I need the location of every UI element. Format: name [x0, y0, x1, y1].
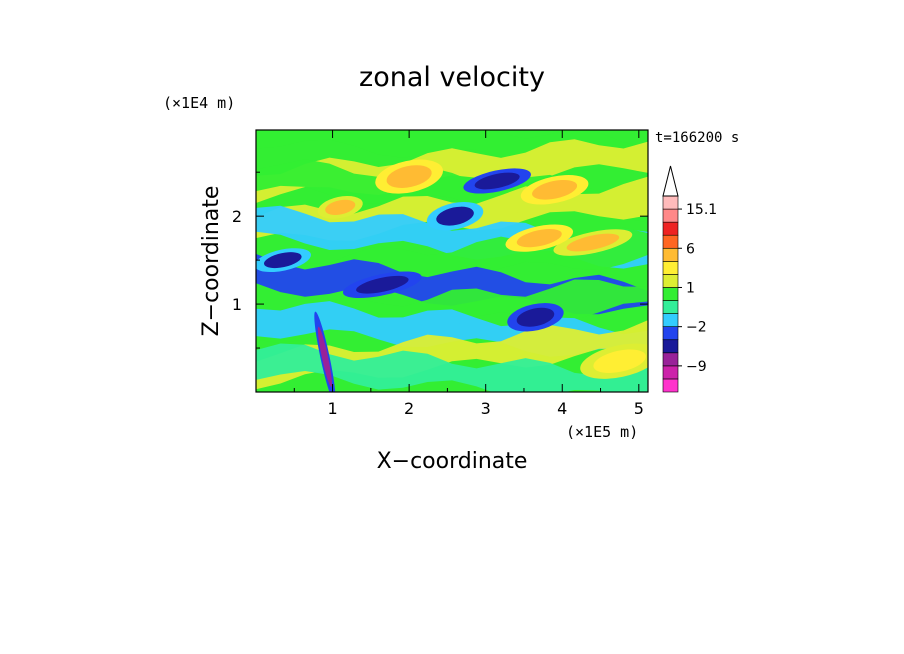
contour-field	[256, 130, 648, 392]
colorbar-swatch	[662, 195, 679, 210]
field-feature	[516, 229, 562, 248]
field-band	[256, 205, 648, 269]
x-tick-label: 5	[634, 399, 644, 418]
colorbar-swatch	[662, 313, 679, 327]
colorbar-label: −2	[686, 320, 707, 336]
colorbar-swatch	[662, 221, 679, 236]
chart-title: zonal velocity	[359, 62, 545, 93]
colorbar-swatch	[662, 365, 679, 380]
colorbar-swatch	[662, 274, 679, 288]
colorbar: 15.1 6 1 −2 −9	[662, 165, 717, 393]
x-tick-label: 1	[327, 399, 337, 418]
field-feature	[317, 326, 332, 387]
colorbar-swatch	[662, 234, 679, 249]
axis-ticks: 1 2 3 4 5 1 2	[232, 130, 648, 418]
colorbar-swatch	[662, 352, 679, 367]
colorbar-swatch	[662, 326, 679, 341]
colorbar-extend-arrow	[662, 165, 679, 197]
colorbar-swatch	[662, 208, 679, 223]
field-feature	[532, 179, 578, 200]
colorbar-swatch	[662, 378, 679, 393]
plot-frame	[255, 129, 649, 393]
colorbar-swatch	[662, 287, 679, 301]
field-feature	[474, 172, 520, 190]
field-feature	[436, 206, 474, 226]
y-axis-unit: (×1E4 m)	[163, 94, 235, 112]
colorbar-swatch	[662, 300, 679, 314]
field-band	[256, 343, 648, 392]
x-axis-unit: (×1E5 m)	[566, 423, 638, 441]
colorbar-label: −9	[686, 359, 707, 375]
colorbar-label: 6	[686, 241, 695, 257]
y-axis-label: Z−coordinate	[199, 186, 224, 337]
y-tick-label: 1	[232, 295, 242, 314]
field-feature	[566, 233, 620, 252]
field-feature	[516, 307, 555, 327]
field-feature	[264, 252, 302, 269]
field-band	[256, 159, 648, 223]
field-feature	[325, 199, 356, 215]
x-axis-label: X−coordinate	[377, 449, 528, 474]
colorbar-label: 1	[686, 280, 695, 296]
colorbar-swatch	[662, 339, 679, 354]
time-label: t=166200 s	[655, 130, 739, 146]
field-feature	[593, 349, 646, 373]
y-tick-label: 2	[232, 207, 242, 226]
x-tick-label: 3	[481, 399, 491, 418]
colorbar-swatch	[662, 261, 679, 275]
x-tick-label: 4	[557, 399, 567, 418]
field-feature	[356, 275, 409, 294]
field-feature	[386, 165, 432, 188]
colorbar-label: 15.1	[686, 202, 717, 218]
x-tick-label: 2	[404, 399, 414, 418]
colorbar-swatch	[662, 247, 679, 262]
